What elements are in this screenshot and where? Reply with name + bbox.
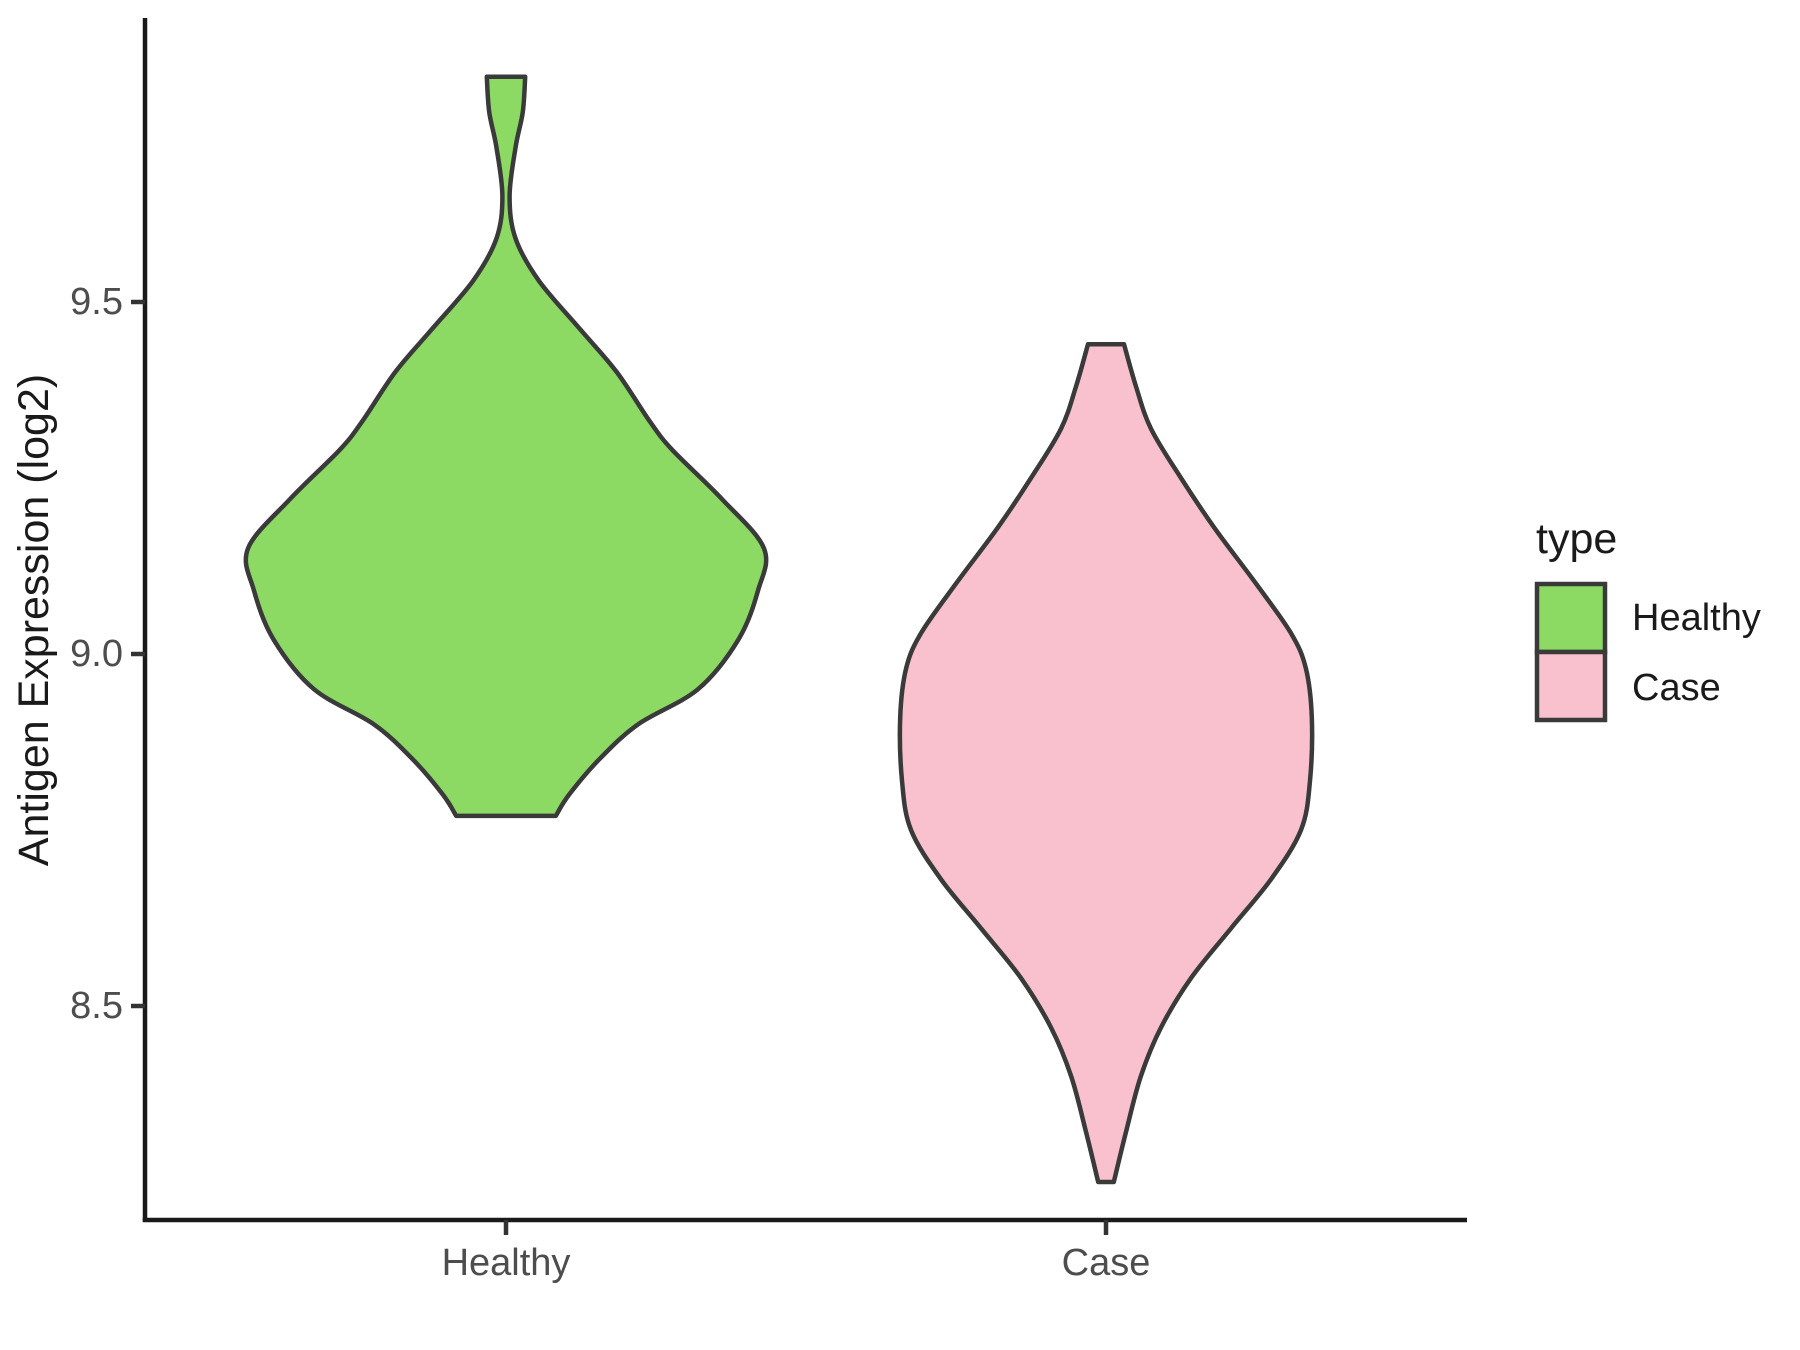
x-category-label-healthy: Healthy <box>442 1242 571 1284</box>
legend-title: type <box>1536 515 1617 563</box>
legend-label-healthy: Healthy <box>1632 597 1761 639</box>
violin-case <box>897 341 1315 1185</box>
y-axis-title: Antigen Expression (log2) <box>10 374 58 866</box>
y-tick-label-9-5: 9.5 <box>70 281 123 323</box>
violin-healthy <box>243 74 769 819</box>
y-tick-label-9-0: 9.0 <box>70 633 123 675</box>
legend-key-healthy <box>1534 581 1608 655</box>
legend: type Healthy Case <box>1534 515 1761 723</box>
y-tick-label-8-5: 8.5 <box>70 985 123 1027</box>
violins-group <box>243 74 1315 1185</box>
x-category-label-case: Case <box>1062 1242 1151 1284</box>
legend-label-case: Case <box>1632 667 1721 709</box>
legend-key-case <box>1534 649 1608 723</box>
